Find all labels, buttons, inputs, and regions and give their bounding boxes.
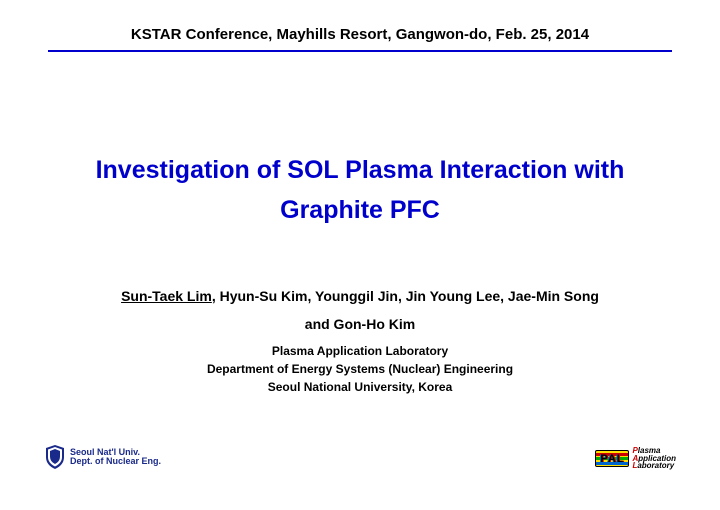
coauthors: , Hyun-Su Kim, Younggil Jin, Jin Young L… [212, 288, 599, 304]
authors-line-1: Sun-Taek Lim, Hyun-Su Kim, Younggil Jin,… [0, 288, 720, 304]
affiliation-univ: Seoul National University, Korea [0, 380, 720, 394]
conference-header: KSTAR Conference, Mayhills Resort, Gangw… [0, 26, 720, 43]
title-line-2: Graphite PFC [0, 190, 720, 230]
snu-line-2: Dept. of Nuclear Eng. [70, 457, 161, 466]
pal-text: Plasma Application Laboratory [632, 447, 676, 470]
pal-letters: PAL [596, 451, 628, 466]
authors-line-2: and Gon-Ho Kim [0, 316, 720, 332]
presenter-name: Sun-Taek Lim [121, 288, 212, 304]
pal-logo-icon: PAL [595, 450, 629, 467]
affiliation-dept: Department of Energy Systems (Nuclear) E… [0, 362, 720, 376]
title-block: Investigation of SOL Plasma Interaction … [0, 150, 720, 230]
affiliation-lab: Plasma Application Laboratory [0, 344, 720, 358]
title-line-1: Investigation of SOL Plasma Interaction … [0, 150, 720, 190]
header-divider [48, 50, 672, 52]
snu-text: Seoul Nat'l Univ. Dept. of Nuclear Eng. [70, 448, 161, 467]
snu-shield-icon [44, 444, 66, 470]
pal-line-laboratory: Laboratory [632, 462, 676, 470]
footer-left-logo: Seoul Nat'l Univ. Dept. of Nuclear Eng. [44, 444, 161, 470]
footer-right-logo: PAL Plasma Application Laboratory [595, 447, 676, 470]
